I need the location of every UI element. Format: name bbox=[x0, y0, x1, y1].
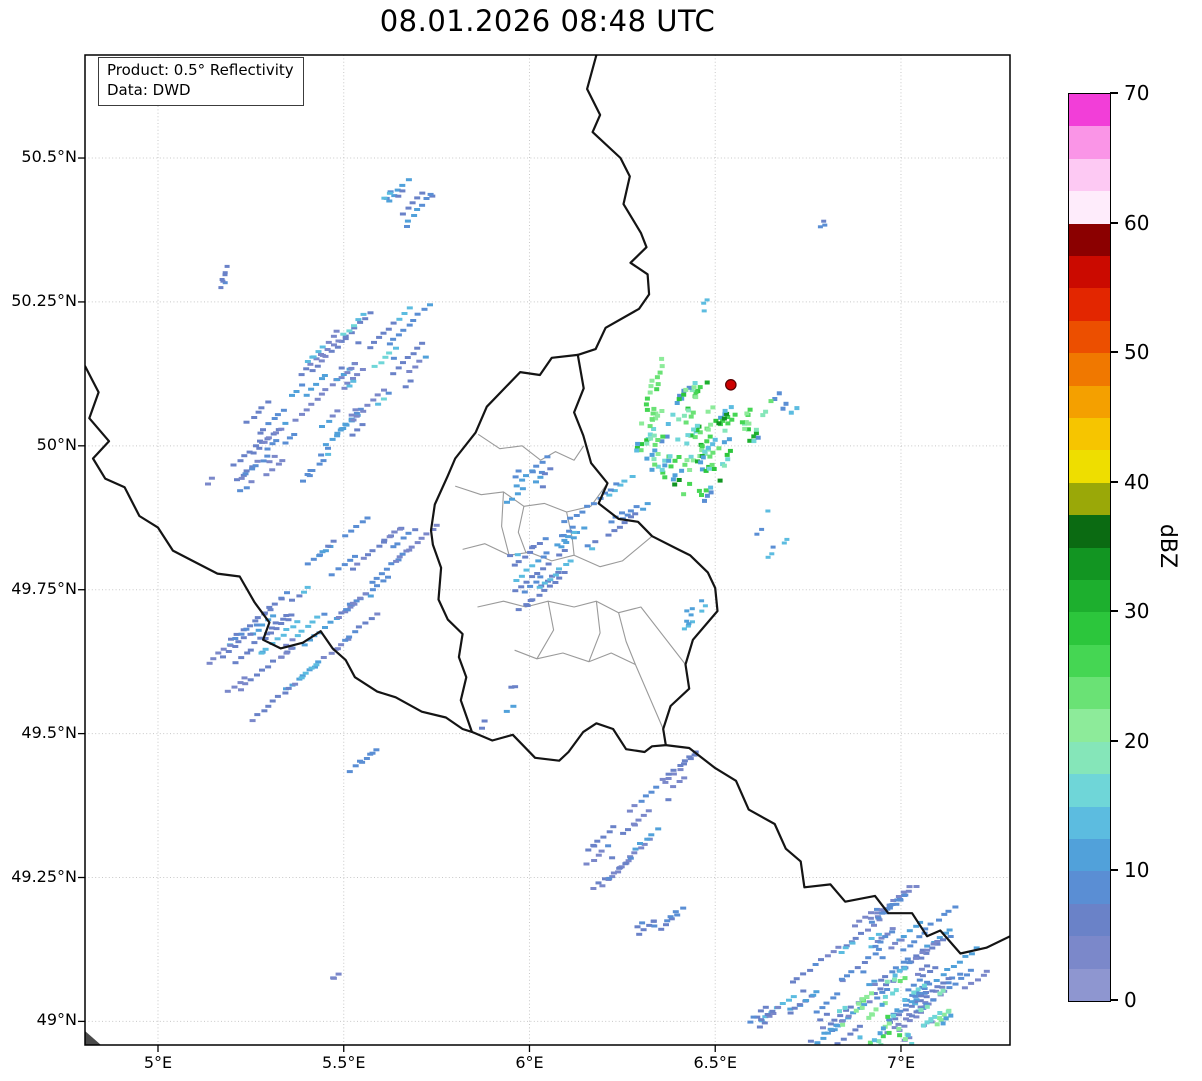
colorbar-tick-mark bbox=[1110, 221, 1118, 224]
colorbar-segment bbox=[1069, 190, 1110, 224]
colorbar-segment bbox=[1069, 741, 1110, 775]
colorbar-tick-mark bbox=[1110, 480, 1118, 483]
colorbar-tick-mark bbox=[1110, 92, 1118, 94]
axis-tick-marks bbox=[78, 157, 902, 1052]
x-tick-label: 7°E bbox=[886, 1053, 916, 1072]
colorbar-segment bbox=[1069, 644, 1110, 678]
colorbar-tick-mark bbox=[1110, 610, 1118, 613]
colorbar-segment bbox=[1069, 158, 1110, 192]
radar-map bbox=[78, 54, 1011, 1052]
colorbar-segment bbox=[1069, 352, 1110, 386]
figure-title: 08.01.2026 08:48 UTC bbox=[379, 4, 716, 38]
y-tick-label: 49.5°N bbox=[21, 722, 77, 742]
y-tick-label: 49°N bbox=[36, 1010, 77, 1030]
colorbar-segment bbox=[1069, 547, 1110, 580]
colorbar-tick-mark bbox=[1110, 351, 1118, 354]
colorbar-tick-label: 0 bbox=[1124, 988, 1137, 1012]
colorbar-tick-label: 20 bbox=[1124, 728, 1150, 753]
grid-lines bbox=[85, 55, 1010, 1045]
colorbar-tick-label: 10 bbox=[1124, 858, 1150, 883]
colorbar-tick-label: 70 bbox=[1124, 81, 1150, 105]
colorbar-segment bbox=[1069, 611, 1110, 645]
colorbar-tick-label: 50 bbox=[1124, 340, 1150, 365]
info-data-line: Data: DWD bbox=[107, 81, 191, 100]
border-fragment bbox=[85, 1031, 101, 1045]
colorbar-segment bbox=[1069, 223, 1110, 256]
colorbar-segment bbox=[1069, 417, 1110, 451]
x-tick-label: 6.5°E bbox=[693, 1053, 737, 1072]
colorbar-tick-mark bbox=[1110, 999, 1118, 1001]
colorbar-segment bbox=[1069, 125, 1110, 159]
colorbar-segment bbox=[1069, 838, 1110, 872]
colorbar-tick-label: 60 bbox=[1124, 210, 1150, 235]
colorbar-segment bbox=[1069, 482, 1110, 516]
colorbar-segment bbox=[1069, 320, 1110, 354]
colorbar-tick-label: 30 bbox=[1124, 599, 1150, 624]
colorbar-segment bbox=[1069, 449, 1110, 483]
colorbar-segment bbox=[1069, 255, 1110, 289]
radar-echoes bbox=[205, 178, 990, 1045]
plot-frame bbox=[84, 54, 1011, 1046]
info-box: Product: 0.5° Reflectivity Data: DWD bbox=[98, 57, 304, 106]
colorbar-axis-label: dBZ bbox=[1155, 523, 1180, 569]
y-tick-label: 50°N bbox=[36, 434, 77, 454]
colorbar-segment bbox=[1069, 385, 1110, 418]
colorbar-segment bbox=[1069, 709, 1110, 742]
map-background bbox=[85, 55, 1010, 1045]
y-tick-label: 50.25°N bbox=[11, 290, 77, 310]
colorbar-segment bbox=[1069, 514, 1110, 548]
colorbar-segment bbox=[1069, 676, 1110, 710]
colorbar-segment bbox=[1069, 579, 1110, 613]
colorbar-tick-mark bbox=[1110, 869, 1118, 872]
x-tick-label: 5.5°E bbox=[321, 1053, 366, 1072]
colorbar-segment bbox=[1069, 935, 1110, 969]
country-borders bbox=[85, 55, 1010, 955]
y-tick-label: 49.75°N bbox=[11, 578, 77, 598]
info-product-line: Product: 0.5° Reflectivity bbox=[107, 61, 294, 79]
colorbar-segment bbox=[1069, 773, 1110, 807]
colorbar-tick-label: 40 bbox=[1124, 469, 1150, 494]
colorbar-segment bbox=[1069, 870, 1110, 904]
x-tick-label: 5°E bbox=[143, 1053, 173, 1072]
colorbar-segment bbox=[1069, 93, 1110, 127]
colorbar-segment bbox=[1069, 287, 1110, 321]
y-tick-label: 50.5°N bbox=[21, 147, 77, 167]
colorbar-tick-mark bbox=[1110, 739, 1118, 742]
station-marker bbox=[725, 379, 737, 391]
colorbar-segment bbox=[1069, 806, 1110, 840]
x-tick-label: 6°E bbox=[515, 1053, 544, 1072]
colorbar-segment bbox=[1069, 903, 1110, 937]
colorbar-segment bbox=[1069, 968, 1110, 1001]
y-tick-label: 49.25°N bbox=[11, 866, 77, 886]
colorbar bbox=[1068, 93, 1111, 1002]
